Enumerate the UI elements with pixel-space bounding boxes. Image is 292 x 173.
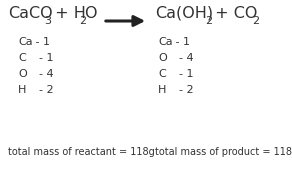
Text: 3: 3 (44, 16, 51, 26)
Text: - 1: - 1 (172, 37, 190, 47)
Text: - 4: - 4 (172, 53, 194, 63)
Text: - 1: - 1 (172, 69, 194, 79)
Text: - 2: - 2 (172, 85, 194, 95)
Text: H: H (158, 85, 166, 95)
Text: H: H (18, 85, 26, 95)
Text: C: C (158, 69, 166, 79)
Text: 2: 2 (205, 16, 212, 26)
Text: O: O (84, 6, 96, 21)
Text: - 1: - 1 (32, 53, 53, 63)
Text: 2: 2 (252, 16, 259, 26)
Text: Ca: Ca (158, 37, 173, 47)
Text: - 2: - 2 (32, 85, 54, 95)
Text: O: O (158, 53, 167, 63)
Text: CaCO: CaCO (8, 6, 53, 21)
Text: + CO: + CO (210, 6, 257, 21)
Text: total mass of product = 118g: total mass of product = 118g (155, 147, 292, 157)
Text: - 1: - 1 (32, 37, 50, 47)
Text: C: C (18, 53, 26, 63)
Text: O: O (18, 69, 27, 79)
Text: Ca(OH): Ca(OH) (155, 6, 213, 21)
Text: - 4: - 4 (32, 69, 54, 79)
Text: + H: + H (50, 6, 86, 21)
Text: total mass of reactant = 118g: total mass of reactant = 118g (8, 147, 155, 157)
Text: 2: 2 (79, 16, 86, 26)
Text: Ca: Ca (18, 37, 33, 47)
